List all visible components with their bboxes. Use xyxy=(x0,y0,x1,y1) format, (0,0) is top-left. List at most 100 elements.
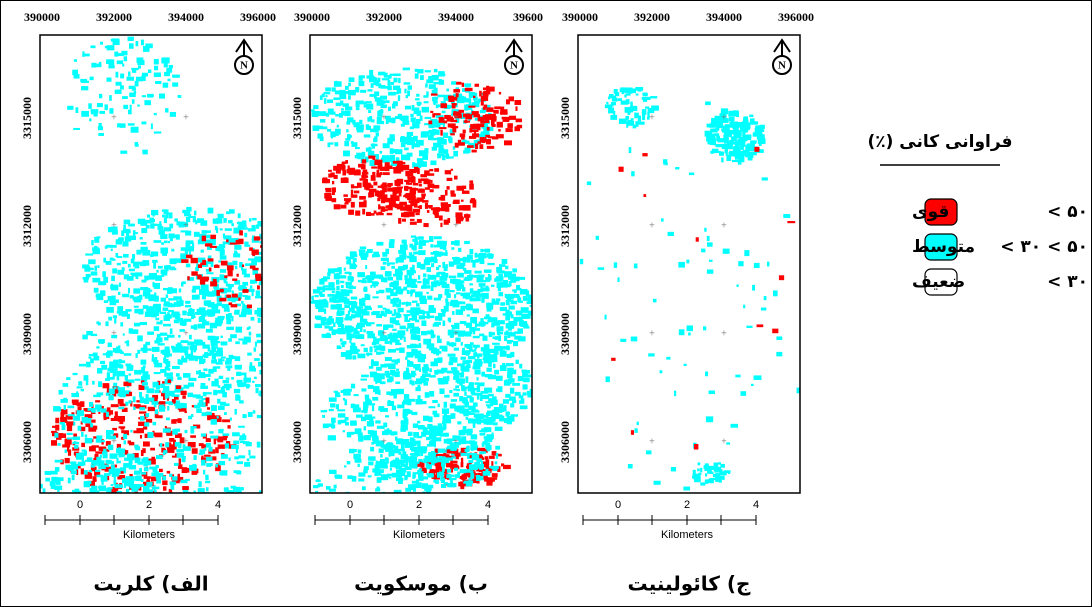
pixel-patch xyxy=(213,390,217,395)
pixel-patch xyxy=(147,309,154,311)
pixel-patch xyxy=(422,368,427,373)
pixel-patch xyxy=(142,386,144,388)
pixel-patch xyxy=(364,134,371,137)
pixel-patch xyxy=(404,187,412,189)
pixel-patch xyxy=(170,484,174,489)
pixel-patch xyxy=(426,267,431,272)
pixel-patch xyxy=(463,263,465,266)
pixel-patch xyxy=(439,276,446,281)
pixel-patch xyxy=(336,304,342,310)
pixel-patch xyxy=(375,465,382,469)
pixel-patch xyxy=(402,219,406,222)
pixel-patch xyxy=(485,442,490,445)
pixel-patch xyxy=(185,305,191,307)
pixel-patch xyxy=(507,340,513,342)
pixel-patch xyxy=(208,258,214,261)
pixel-patch xyxy=(206,235,210,239)
pixel-patch xyxy=(387,474,393,476)
pixel-patch xyxy=(508,274,515,280)
pixel-patch xyxy=(729,130,733,134)
pixel-patch xyxy=(507,419,512,424)
pixel-patch xyxy=(409,274,412,279)
pixel-patch xyxy=(434,322,441,325)
pixel-patch xyxy=(351,265,357,268)
grid-cross: + xyxy=(111,328,117,339)
pixel-patch xyxy=(423,273,426,277)
pixel-patch xyxy=(421,320,426,326)
scale-unit: Kilometers xyxy=(123,529,175,541)
pixel-patch xyxy=(103,258,106,263)
pixel-patch xyxy=(416,140,424,146)
pixel-patch xyxy=(505,394,510,398)
pixel-patch xyxy=(101,481,103,485)
pixel-patch xyxy=(446,293,451,298)
pixel-patch xyxy=(465,88,473,91)
pixel-patch xyxy=(510,321,517,326)
pixel-patch xyxy=(162,251,167,256)
pixel-patch xyxy=(211,405,217,411)
pixel-patch xyxy=(365,265,367,269)
pixel-patch xyxy=(455,385,459,388)
pixel-patch xyxy=(427,473,433,477)
pixel-patch xyxy=(464,391,466,395)
pixel-patch xyxy=(59,390,63,395)
pixel-patch xyxy=(409,252,412,255)
pixel-patch xyxy=(410,311,414,315)
pixel-patch xyxy=(228,220,233,223)
pixel-patch xyxy=(185,249,188,255)
pixel-patch xyxy=(346,350,354,353)
pixel-patch xyxy=(151,312,157,317)
pixel-patch xyxy=(481,372,485,377)
pixel-patch xyxy=(43,488,46,492)
pixel-patch xyxy=(429,131,434,135)
pixel-patch xyxy=(223,392,226,394)
pixel-patch xyxy=(358,478,364,481)
pixel-patch xyxy=(100,361,105,364)
pixel-patch xyxy=(717,138,725,142)
pixel-patch xyxy=(160,333,167,336)
scale-label: 2 xyxy=(146,499,152,511)
pixel-patch xyxy=(509,116,516,120)
pixel-patch xyxy=(440,103,447,108)
pixel-patch xyxy=(438,404,440,408)
pixel-patch xyxy=(434,437,441,441)
pixel-patch xyxy=(490,354,494,358)
pixel-patch xyxy=(233,441,239,445)
pixel-patch xyxy=(411,449,414,452)
pixel-patch xyxy=(431,457,438,462)
pixel-patch xyxy=(117,60,123,64)
pixel-patch xyxy=(383,262,387,265)
pixel-patch xyxy=(430,189,434,192)
pixel-patch xyxy=(157,334,161,337)
pixel-patch xyxy=(467,429,473,434)
pixel-patch xyxy=(218,215,220,217)
pixel-patch xyxy=(232,261,237,266)
pixel-patch xyxy=(135,142,138,146)
pixel-patch xyxy=(151,219,155,222)
scale-label: 0 xyxy=(77,499,83,511)
pixel-patch xyxy=(211,261,214,266)
pixel-patch xyxy=(448,475,454,477)
pixel-patch xyxy=(466,304,471,307)
pixel-patch xyxy=(343,293,349,297)
pixel-patch xyxy=(716,126,719,131)
pixel-patch xyxy=(184,411,186,413)
pixel-patch xyxy=(487,263,494,265)
pixel-patch xyxy=(519,364,522,369)
pixel-patch xyxy=(430,111,433,113)
pixel-patch xyxy=(454,348,459,351)
pixel-patch xyxy=(202,236,206,242)
pixel-patch xyxy=(368,456,375,460)
pixel-patch xyxy=(144,467,149,471)
pixel-patch xyxy=(160,234,167,239)
pixel-patch xyxy=(357,354,365,359)
pixel-patch xyxy=(485,401,489,403)
pixel-patch xyxy=(249,247,253,250)
pixel-patch xyxy=(252,225,256,230)
pixel-patch xyxy=(363,254,369,257)
pixel-patch xyxy=(158,266,163,269)
pixel-patch xyxy=(351,142,357,147)
pixel-patch xyxy=(127,276,134,281)
pixel-patch xyxy=(377,373,384,379)
pixel-patch xyxy=(421,286,426,289)
